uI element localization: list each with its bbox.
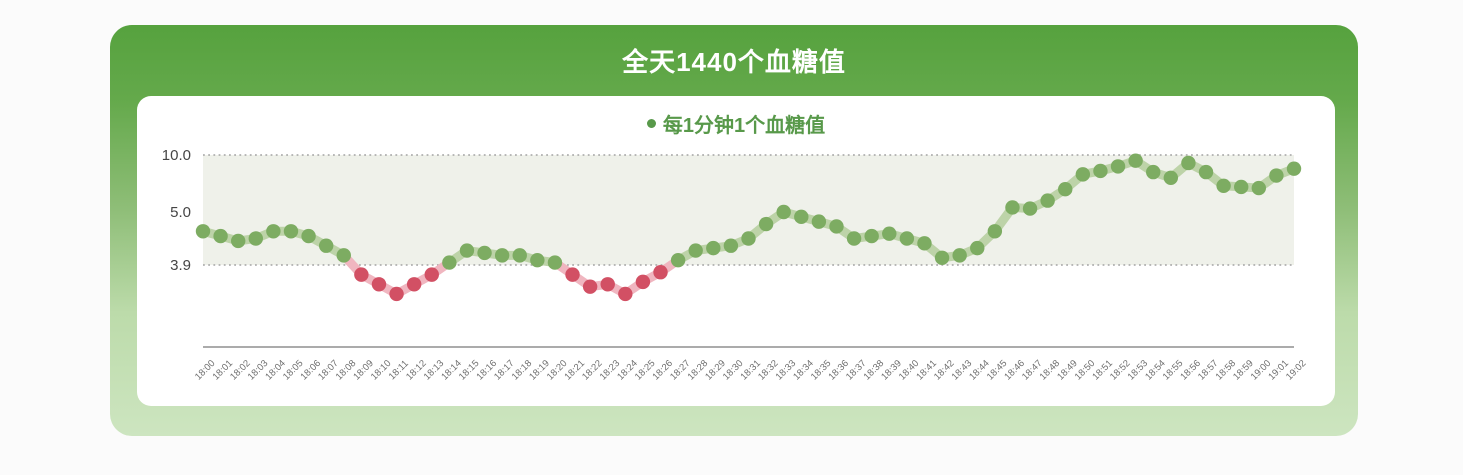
y-tick-label: 10.0 (162, 147, 191, 164)
glucose-point (530, 252, 545, 268)
glucose-point (934, 250, 950, 265)
glucose-point (406, 277, 422, 292)
glucose-point (1146, 164, 1161, 180)
glucose-point (336, 248, 351, 263)
glucose-point (952, 248, 967, 263)
glucose-point (970, 240, 985, 256)
glucose-point (213, 228, 228, 244)
x-tick-label: 19:02 (1284, 358, 1309, 383)
glucose-point (811, 214, 827, 229)
glucose-point (195, 224, 211, 239)
glucose-point (899, 231, 915, 246)
glucose-point (794, 209, 809, 225)
glucose-point (706, 240, 721, 256)
legend-dot-icon (646, 118, 656, 128)
glucose-point (1093, 163, 1108, 179)
glucose-point (494, 248, 510, 263)
glucose-point (1198, 164, 1214, 180)
glucose-point (1058, 182, 1073, 197)
glucose-point (1234, 179, 1249, 195)
glucose-point (1163, 170, 1179, 185)
glucose-point (389, 286, 404, 302)
card-title: 全天1440个血糖值 (622, 47, 846, 77)
glucose-point (354, 267, 369, 282)
glucose-point (248, 231, 263, 246)
glucose-point (230, 233, 246, 249)
glucose-point (1286, 161, 1302, 176)
glucose-line-chart: 10.05.03.918:0018:0118:0218:0318:0418:05… (162, 147, 1309, 383)
glucose-point (758, 216, 774, 232)
glucose-point (442, 255, 457, 270)
glucose-point (1005, 200, 1020, 215)
glucose-point (582, 279, 598, 294)
legend-label: 每1分钟1个血糖值 (662, 114, 826, 137)
y-tick-label: 3.9 (170, 257, 191, 274)
glucose-point (864, 228, 879, 244)
glucose-point (424, 267, 439, 282)
glucose-point (723, 238, 739, 253)
glucose-point (1128, 153, 1143, 168)
glucose-point (565, 267, 580, 282)
glucose-point (266, 224, 281, 239)
glucose-point (1022, 201, 1038, 216)
glucose-point (371, 277, 387, 292)
glucose-point (741, 231, 756, 246)
glucose-point (600, 277, 615, 292)
glucose-point (512, 248, 527, 263)
glucose-point (618, 286, 633, 302)
glucose-point (1110, 159, 1126, 174)
glucose-card: 全天1440个血糖值 10.0 5.0 3.9 18:00 18:01 18:02 18:0… (110, 25, 1358, 436)
glucose-point (1075, 167, 1091, 182)
y-tick-label: 5.0 (170, 204, 191, 221)
glucose-point (1181, 155, 1196, 171)
glucose-point (301, 228, 316, 244)
glucose-point (776, 204, 791, 220)
glucose-point (653, 265, 668, 280)
glucose-point (635, 274, 651, 290)
glucose-point (459, 243, 475, 258)
target-range-band (203, 155, 1294, 265)
glucose-point (283, 224, 299, 239)
glucose-point (1251, 180, 1267, 196)
glucose-point (1216, 178, 1231, 193)
glucose-point (1269, 168, 1284, 183)
glucose-point (318, 238, 334, 253)
glucose-point (987, 224, 1003, 239)
glucose-point (882, 226, 897, 241)
glucose-point (670, 252, 686, 268)
glucose-point (688, 243, 703, 258)
glucose-point (846, 231, 862, 246)
chart-panel: 10.0 5.0 3.9 18:00 18:01 18:02 18:03 18:04 18:05… (137, 96, 1335, 406)
glucose-point (1040, 193, 1055, 208)
glucose-point (917, 236, 932, 251)
glucose-point (547, 255, 563, 270)
glucose-point (829, 219, 844, 234)
chart-legend: 每1分钟1个血糖值 (137, 108, 1335, 138)
glucose-point (477, 245, 492, 261)
